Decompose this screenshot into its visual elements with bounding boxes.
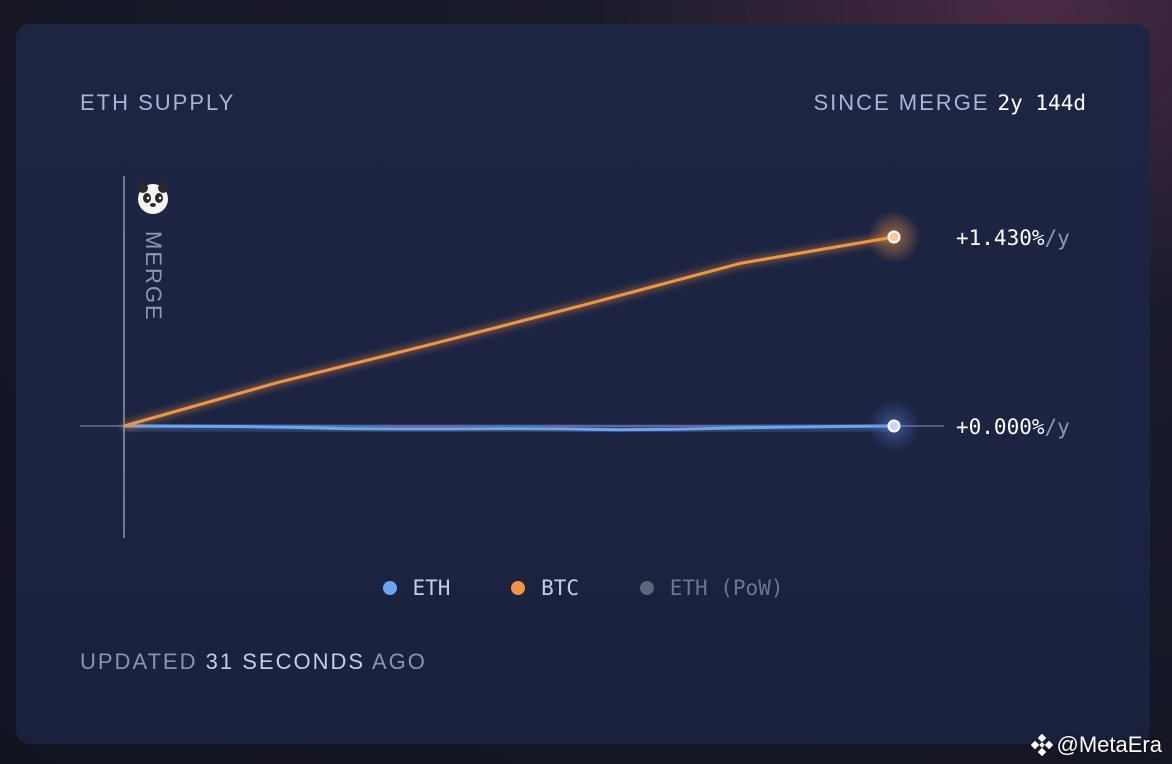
supply-chart: MERGE +0.000%/y +1.430%/y: [80, 176, 1070, 538]
updated-suffix: AGO: [371, 649, 427, 674]
legend-dot-eth: [382, 581, 397, 595]
since-merge-value: 2y 144d: [997, 91, 1086, 115]
series-line-btc: [123, 235, 895, 428]
updated-number: 31: [205, 649, 235, 674]
merge-label: MERGE: [141, 231, 166, 322]
since-merge: SINCE MERGE 2y 144d: [813, 90, 1086, 116]
panda-icon: [138, 183, 168, 214]
chart-legend: ETH BTC ETH (PoW): [16, 576, 1150, 600]
series-end-label-btc: +1.430%/y: [956, 226, 1070, 250]
series-endpoint-eth[interactable]: [887, 419, 901, 433]
updated-timestamp: UPDATED 31 SECONDS AGO: [80, 649, 427, 675]
series-end-label-eth: +0.000%/y: [956, 415, 1070, 439]
series-endpoint-btc[interactable]: [887, 230, 901, 244]
legend-item-btc[interactable]: BTC: [511, 576, 579, 600]
legend-dot-btc: [511, 581, 526, 595]
series-line-eth: [123, 424, 895, 432]
binance-icon: [1030, 734, 1053, 756]
legend-item-eth-pow[interactable]: ETH (PoW): [639, 576, 784, 600]
since-merge-label: SINCE MERGE: [813, 90, 990, 115]
watermark: @MetaEra: [1030, 732, 1162, 758]
legend-item-eth[interactable]: ETH: [382, 576, 451, 600]
watermark-text: @MetaEra: [1056, 732, 1162, 757]
legend-dot-eth-pow: [639, 581, 654, 595]
legend-label-btc: BTC: [541, 576, 580, 600]
updated-unit: SECONDS: [242, 649, 366, 674]
updated-prefix: UPDATED: [80, 649, 198, 674]
card-title: ETH SUPPLY: [80, 90, 236, 115]
legend-label-eth: ETH: [412, 576, 451, 600]
eth-supply-card: ETH SUPPLY SINCE MERGE 2y 144d: [16, 24, 1150, 744]
legend-label-eth-pow: ETH (PoW): [669, 576, 784, 600]
